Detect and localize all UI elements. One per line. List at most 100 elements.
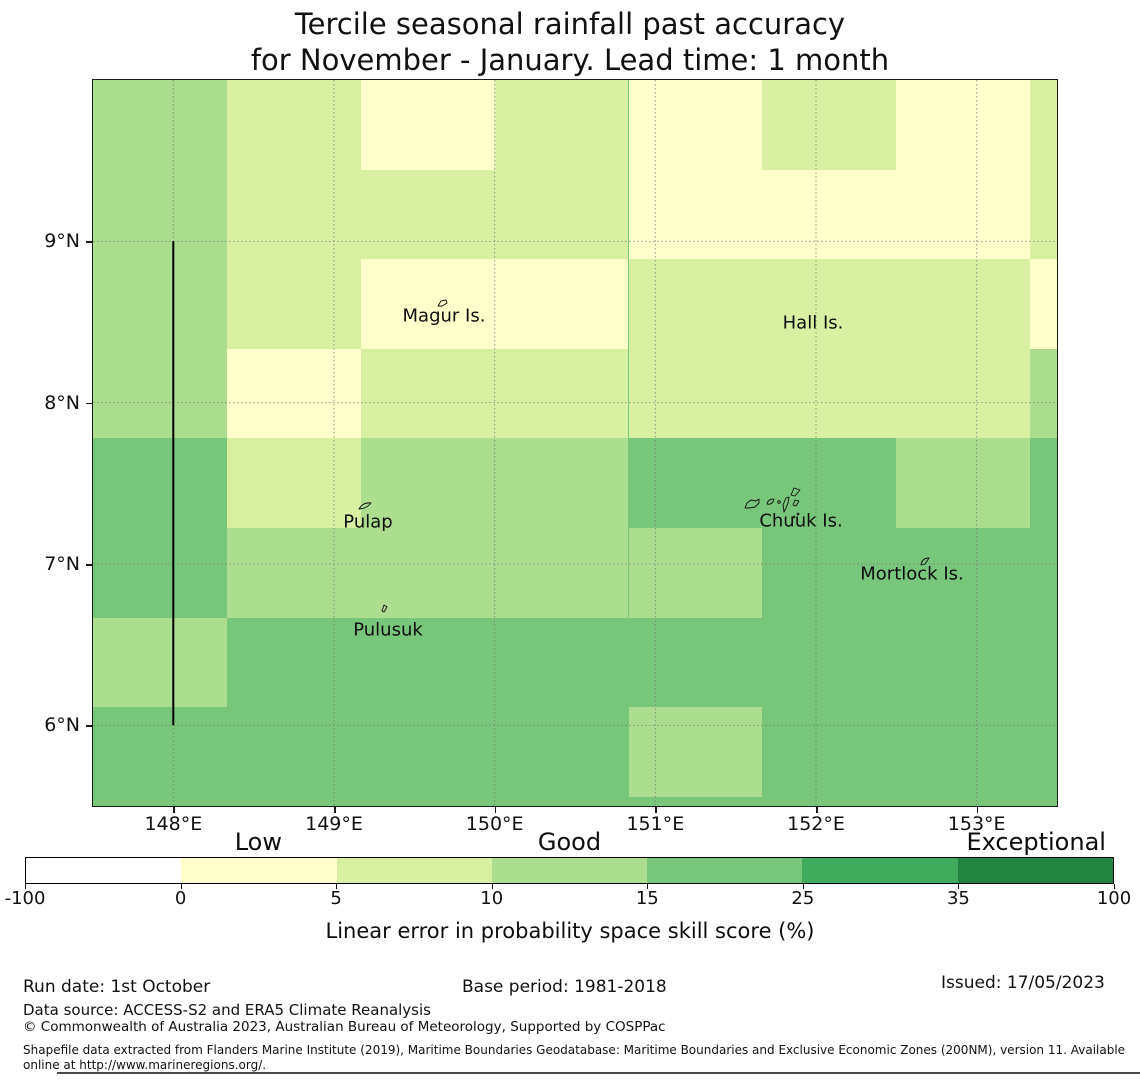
grid-cell [360,528,495,618]
grid-cell [360,796,495,806]
pulap-island-outline [358,502,372,510]
colorbar-caption: Linear error in probability space skill … [325,919,815,943]
colorbar-tick-label: 100 [1096,888,1132,909]
shapefile-credit-line2: online at http://www.marineregions.org/. [23,1058,267,1072]
x-tick-mark [976,807,979,813]
skill-category-label: Good [537,828,602,856]
colorbar-tick-label: 10 [480,888,504,909]
island-label: Hall Is. [782,312,844,334]
island-label: Magur Is. [402,305,486,327]
grid-cell [360,80,495,170]
grid-cell [628,169,763,260]
grid-cell [226,80,361,170]
data-source-text: Data source: ACCESS-S2 and ERA5 Climate … [23,1001,431,1019]
bottom-divider-line [57,1072,1140,1074]
x-tick-label: 153°E [947,813,1006,835]
degree-gridlines [93,80,1057,806]
run-date-text: Run date: 1st October [23,977,211,997]
x-tick-mark [173,807,175,813]
grid-cell [628,707,763,797]
grid-cell [762,259,897,349]
grid-cell [628,796,763,806]
grid-cell [1030,617,1057,708]
colorbar-tick-mark [958,884,960,889]
colorbar-tick-mark [647,884,649,889]
x-tick-label: 150°E [465,813,524,835]
colorbar-tick-mark [491,884,493,889]
base-period-text: Base period: 1981-2018 [462,977,667,997]
grid-cell [226,259,361,349]
colorbar-tick-mark [180,884,182,889]
y-tick-mark [86,725,92,727]
grid-cell [628,348,763,439]
colorbar-segment [336,858,492,883]
grid-cell [226,528,361,618]
chuuk-islet-outline [782,496,790,513]
grid-cell [896,348,1031,439]
grid-cell [762,80,897,170]
colorbar-segment [802,858,958,883]
grid-cell [93,169,227,260]
grid-cell [494,259,629,349]
grid-cell [93,617,227,708]
copyright-text: © Commonwealth of Australia 2023, Austra… [23,1019,666,1035]
grid-cell [360,259,495,349]
grid-cell [762,796,897,806]
y-tick-mark [86,564,92,566]
grid-cell [1030,707,1057,797]
grid-cell [896,80,1031,170]
chart-title: Tercile seasonal rainfall past accuracy … [0,6,1140,78]
chuuk-islet-outline [792,515,796,519]
colorbar-tick-mark [1114,884,1115,889]
grid-cell [360,617,495,708]
grid-cell [494,80,629,170]
colorbar-tick-label: -100 [4,888,46,909]
grid-cell [762,348,897,439]
grid-cell [628,80,763,170]
y-tick-mark [86,402,92,405]
grid-cell [896,259,1031,349]
x-tick-label: 151°E [626,813,685,835]
map-overlay [93,80,1057,806]
island-label: Chuuk Is. [759,510,843,532]
pulusuk-island-outline [381,604,388,613]
grid-cell [762,438,897,529]
island-label: Mortlock Is. [860,563,964,585]
colorbar-tick-label: 35 [946,888,970,909]
grid-cell [896,169,1031,260]
colorbar [25,857,1114,884]
colorbar-tick-mark [25,884,26,889]
colorbar-tick-mark [802,884,804,889]
y-tick-label: 8°N [44,391,80,414]
x-tick-label: 152°E [787,813,845,835]
grid-cell [93,707,227,797]
grid-cell [762,169,897,260]
colorbar-tick-mark [336,884,338,889]
chuuk-atoll-outline [744,498,760,509]
colorbar-segment [647,858,803,883]
map-plot-area: Magur Is. Hall Is. Pulap Chuuk Is. Mortlock … [92,79,1058,807]
grid-cell [226,796,361,806]
grid-cell [1030,528,1057,618]
grid-cell [494,348,629,439]
grid-cell [896,796,1031,806]
grid-cell [360,707,495,797]
colorbar-tick-label: 0 [174,888,187,909]
chuuk-islet-outline [796,512,800,516]
colorbar-segment [26,858,182,883]
skill-category-label: Low [234,828,282,856]
x-tick-mark [334,807,336,813]
heatmap-cells [93,80,1057,806]
skill-category-label: Exceptional [966,828,1106,856]
grid-cell [360,438,495,529]
colorbar-segment [181,858,337,883]
grid-cell [896,617,1031,708]
chart-title-line1: Tercile seasonal rainfall past accuracy [294,7,846,41]
grid-cell [896,438,1031,529]
colorbar-segment [491,858,648,883]
grid-cell [628,528,763,618]
grid-cell [494,796,629,806]
grid-cell [1030,259,1057,349]
grid-cell [1030,348,1057,439]
